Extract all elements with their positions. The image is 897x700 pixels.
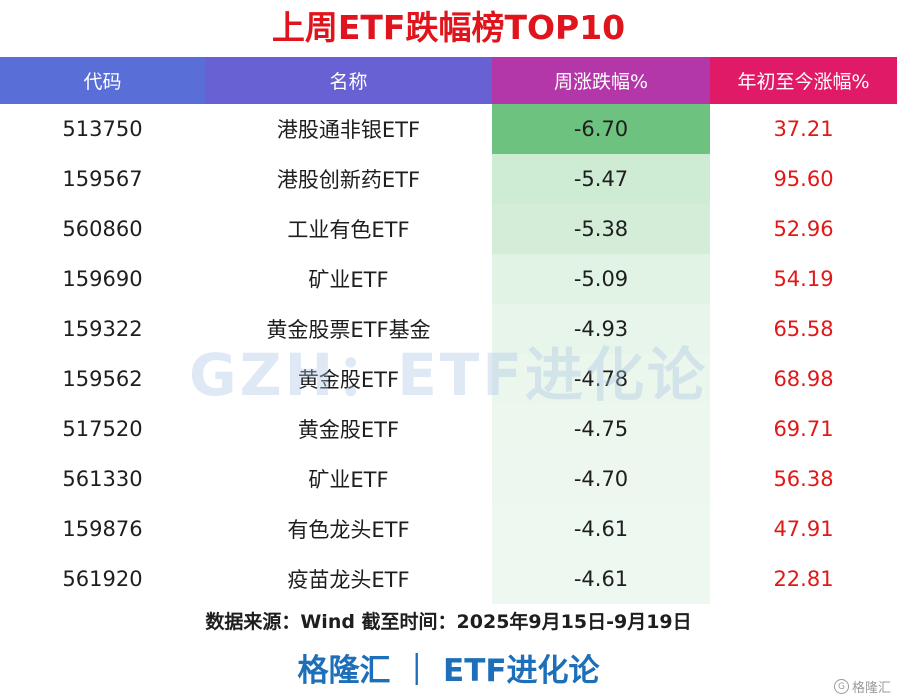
cell-code: 159322 [62, 317, 143, 341]
table-row: 561920 疫苗龙头ETF -4.61 22.81 [0, 554, 897, 604]
cell-code: 513750 [62, 117, 143, 141]
table-body: 513750 港股通非银ETF -6.70 37.21 159567 港股创新药ETF -5… [0, 104, 897, 604]
cell-code: 560860 [62, 217, 143, 241]
cell-name: 港股创新药ETF [276, 168, 421, 192]
cell-ytd-change: 56.38 [773, 467, 834, 491]
cell-ytd-change: 68.98 [773, 367, 834, 391]
cell-weekly-change: -4.61 [492, 554, 710, 604]
cell-weekly-change: -5.47 [492, 154, 710, 204]
cell-name: 矿业ETF [308, 268, 389, 292]
table-row: 159690 矿业ETF -5.09 54.19 [0, 254, 897, 304]
cell-name: 工业有色ETF [287, 218, 410, 242]
table-row: 159322 黄金股票ETF基金 -4.93 65.58 [0, 304, 897, 354]
table-row: 159567 港股创新药ETF -5.47 95.60 [0, 154, 897, 204]
table-header-row: 代码 名称 周涨跌幅% 年初至今涨幅% [0, 57, 897, 104]
cell-ytd-change: 37.21 [773, 117, 834, 141]
chart-title: 上周ETF跌幅榜TOP10 [271, 8, 626, 47]
column-header-name: 名称 [205, 57, 492, 104]
column-header-ytd-change: 年初至今涨幅% [710, 57, 897, 104]
cell-code: 561920 [62, 567, 143, 591]
cell-name: 黄金股ETF [297, 418, 400, 442]
data-source-note: 数据来源：Wind 截至时间：2025年9月15日-9月19日 [205, 611, 692, 633]
cell-name: 港股通非银ETF [276, 118, 421, 142]
cell-weekly-change: -5.09 [492, 254, 710, 304]
cell-weekly-change: -4.75 [492, 404, 710, 454]
logo-mark-icon: G [833, 679, 849, 694]
cell-weekly-change: -6.70 [492, 104, 710, 154]
corner-logo-text: 格隆汇 [851, 681, 891, 696]
cell-weekly-change: -5.38 [492, 204, 710, 254]
cell-code: 159562 [62, 367, 143, 391]
cell-ytd-change: 22.81 [773, 567, 834, 591]
cell-name: 有色龙头ETF [287, 518, 410, 542]
cell-weekly-change: -4.61 [492, 504, 710, 554]
table-row: 561330 矿业ETF -4.70 56.38 [0, 454, 897, 504]
cell-name: 黄金股票ETF基金 [266, 318, 431, 342]
cell-code: 561330 [62, 467, 143, 491]
cell-code: 517520 [62, 417, 143, 441]
table-row: 517520 黄金股ETF -4.75 69.71 [0, 404, 897, 454]
cell-name: 矿业ETF [308, 468, 389, 492]
table-row: 513750 港股通非银ETF -6.70 37.21 [0, 104, 897, 154]
table-row: 159876 有色龙头ETF -4.61 47.91 [0, 504, 897, 554]
cell-ytd-change: 52.96 [773, 217, 834, 241]
corner-logo: G 格隆汇 [833, 677, 891, 696]
cell-code: 159690 [62, 267, 143, 291]
cell-ytd-change: 54.19 [773, 267, 834, 291]
cell-weekly-change: -4.70 [492, 454, 710, 504]
cell-code: 159567 [62, 167, 143, 191]
column-header-code: 代码 [0, 57, 205, 104]
cell-ytd-change: 69.71 [773, 417, 834, 441]
table-row: 560860 工业有色ETF -5.38 52.96 [0, 204, 897, 254]
cell-name: 疫苗龙头ETF [287, 568, 410, 592]
column-header-weekly-change: 周涨跌幅% [492, 57, 710, 104]
table-row: 159562 黄金股ETF -4.78 68.98 [0, 354, 897, 404]
cell-weekly-change: -4.93 [492, 304, 710, 354]
brand-footer: 格隆汇 ｜ ETF进化论 [297, 653, 600, 689]
cell-ytd-change: 95.60 [773, 167, 834, 191]
cell-weekly-change: -4.78 [492, 354, 710, 404]
cell-code: 159876 [62, 517, 143, 541]
cell-ytd-change: 47.91 [773, 517, 834, 541]
etf-decline-table: 代码 名称 周涨跌幅% 年初至今涨幅% 513750 港股通非银ETF -6.70 3… [0, 57, 897, 604]
cell-name: 黄金股ETF [297, 368, 400, 392]
cell-ytd-change: 65.58 [773, 317, 834, 341]
